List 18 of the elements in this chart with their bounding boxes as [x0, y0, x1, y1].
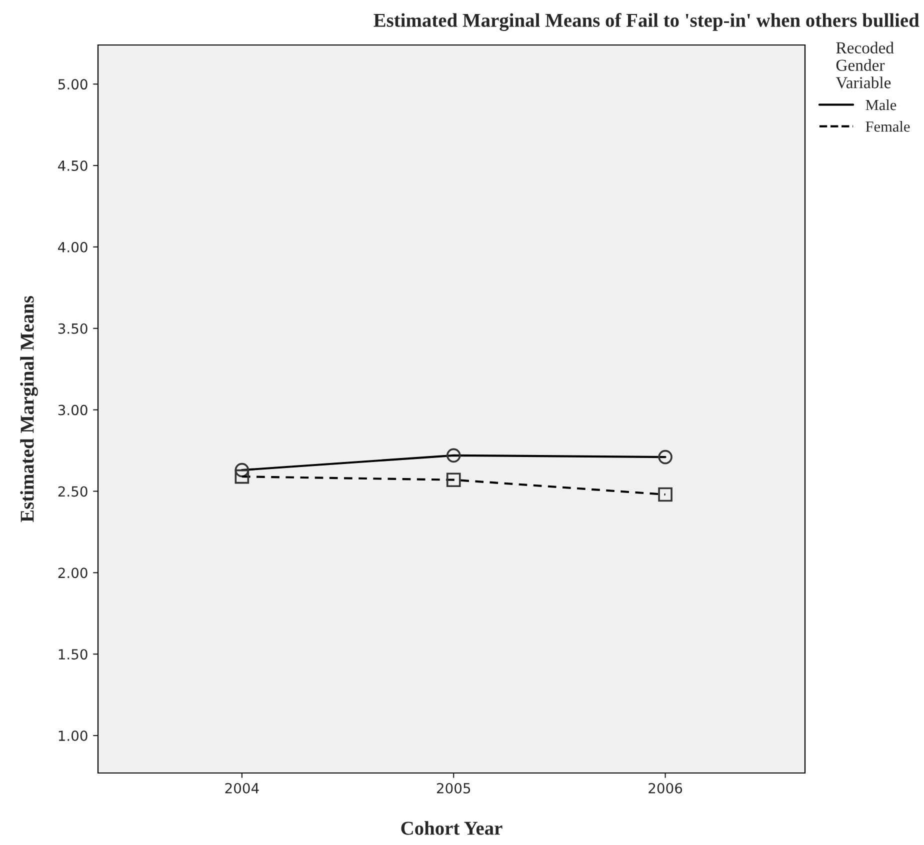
legend-label: Male [866, 99, 896, 110]
y-tick-label: 4.00 [58, 242, 88, 252]
x-tick-label: 2005 [436, 782, 470, 794]
y-tick-label: 2.50 [58, 486, 88, 497]
y-tick-label: 3.50 [58, 323, 88, 334]
legend-title: Recoded Gender Variable [836, 42, 894, 88]
y-tick-label: 4.50 [58, 160, 88, 171]
x-tick-label: 2006 [648, 782, 682, 794]
legend-label: Female [866, 121, 910, 132]
y-axis-title: Estimated Marginal Means [20, 296, 38, 522]
x-axis-title: Cohort Year [401, 821, 502, 835]
y-tick-label: 1.50 [58, 649, 88, 660]
chart-title: Estimated Marginal Means of Fail to 'step-in' when others bullied [374, 13, 920, 31]
y-tick-label: 1.00 [58, 730, 88, 742]
y-tick-label: 5.00 [58, 79, 88, 90]
y-tick-label: 2.00 [58, 568, 88, 578]
y-tick-label: 3.00 [58, 404, 88, 416]
x-tick-label: 2004 [225, 782, 259, 794]
